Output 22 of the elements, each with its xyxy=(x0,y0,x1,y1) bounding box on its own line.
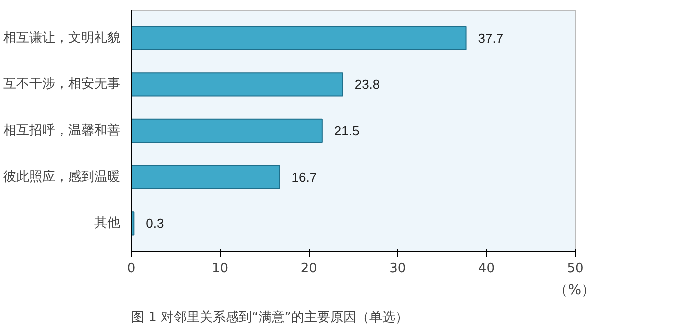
y-tick-label: 相互谦让，文明礼貌 xyxy=(4,30,120,46)
y-tick-label: 相互招呼，温馨和善 xyxy=(4,122,120,138)
bar xyxy=(132,72,344,97)
y-tick-label: 互不干涉，相安无事 xyxy=(4,76,120,92)
y-tick-label: 彼此照应，感到温暖 xyxy=(4,168,120,185)
x-tick-label: 20 xyxy=(300,262,318,276)
x-tick-label: 50 xyxy=(567,262,584,276)
data-label: 0.3 xyxy=(146,216,164,232)
data-label: 21.5 xyxy=(334,124,360,138)
x-axis-title: （%） xyxy=(554,282,596,298)
text: 图 1 对邻里关系感到“满意”的主要原因（单选） xyxy=(132,310,409,326)
data-label: 16.7 xyxy=(292,170,318,185)
data-label: 23.8 xyxy=(354,77,380,92)
x-tick-label: 0 xyxy=(127,262,136,276)
x-tick-label: 40 xyxy=(478,262,495,276)
data-label: 37.7 xyxy=(478,30,504,46)
bar xyxy=(132,118,323,144)
x-tick-label: 30 xyxy=(390,262,406,276)
x-tick-label: 10 xyxy=(212,262,229,276)
bar xyxy=(132,165,280,190)
bar xyxy=(132,26,467,50)
y-tick-label: 其他 xyxy=(94,216,120,232)
